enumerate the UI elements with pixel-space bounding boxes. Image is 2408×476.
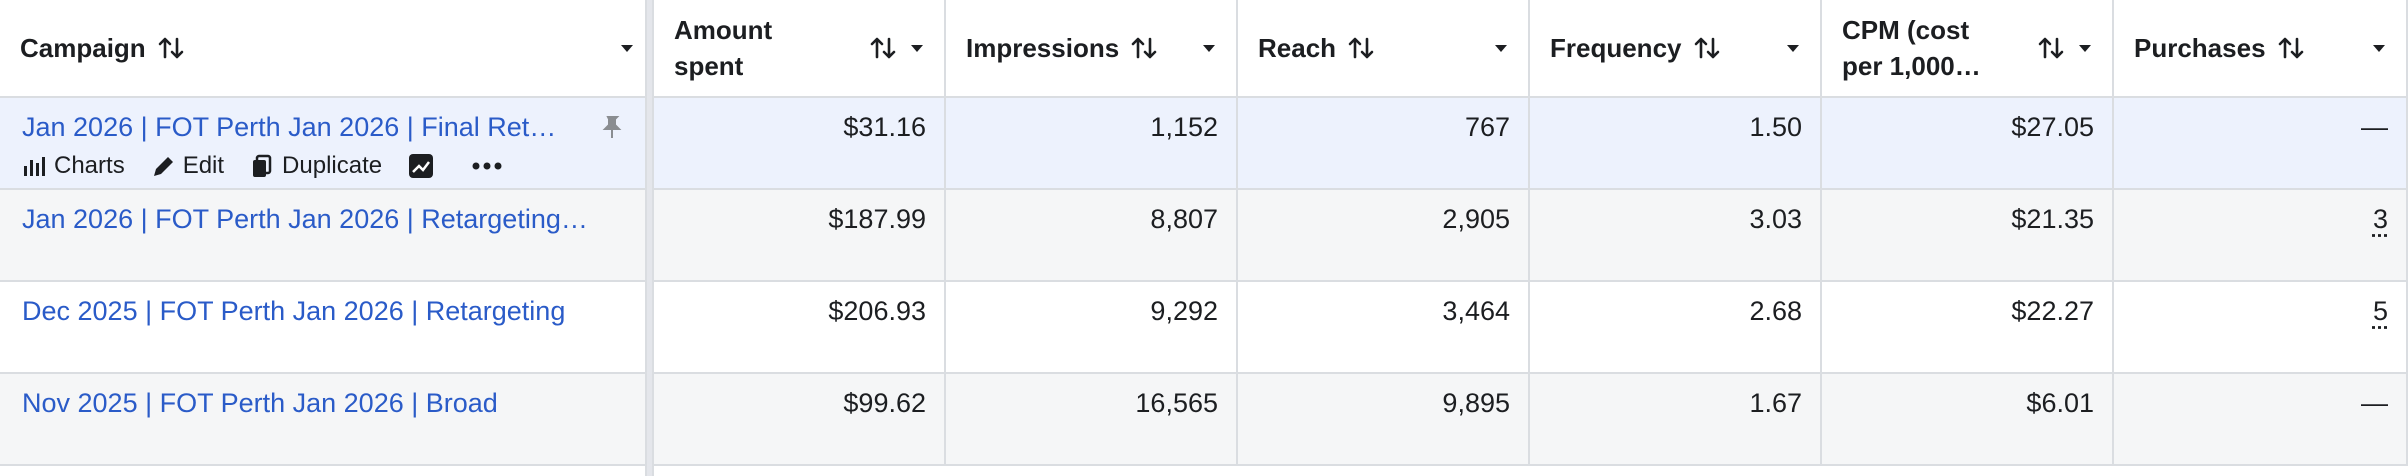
metric-value: 16,565 [1135,388,1218,418]
dropdown-icon [911,45,923,52]
column-header[interactable]: Amount spent [654,0,946,98]
dropdown-icon [2079,45,2091,52]
header-text: Amount spent [674,15,773,81]
sort-icon [1131,37,1157,59]
metric-value: 8,807 [1150,204,1218,234]
campaign-cell: Dec 2025 | FOT Perth Jan 2026 | Retarget… [0,282,645,374]
metric-cell: $206.93 [654,282,946,374]
metric-cell: $31.16 [654,98,946,190]
header-text: Frequency [1550,33,1682,63]
metric-value: 1.67 [1749,388,1802,418]
action-icon [253,154,272,177]
dropdown-icon [1495,45,1507,52]
metric-value: $22.27 [2011,296,2094,326]
metric-cell: $6.01 [1822,374,2114,466]
frozen-divider [645,0,654,476]
campaign-name[interactable]: Jan 2026 | FOT Perth Jan 2026 | Final Re… [22,112,557,142]
dropdown-icon [621,45,633,52]
campaign-cell: Jan 2026 | FOT Perth Jan 2026 | Final Re… [0,98,645,190]
metric-cell: 3 [2114,190,2408,282]
insights-icon [409,154,434,178]
metric-cell: 767 [1238,98,1530,190]
metric-value: — [2361,112,2388,142]
sort-icon [1694,37,1719,59]
metric-value: $27.05 [2011,112,2094,142]
metric-cell: $22.27 [1822,282,2114,374]
metric-value: $206.93 [828,296,926,326]
campaign-name[interactable]: Dec 2025 | FOT Perth Jan 2026 | Retarget… [22,296,566,326]
column-header[interactable]: Impressions [946,0,1238,98]
dropdown-icon [1787,45,1799,52]
sort-icon [870,37,896,59]
metric-value: 767 [1464,112,1510,142]
metric-value: 9,895 [1442,388,1510,418]
metric-value: 2,905 [1442,204,1510,234]
campaign-name[interactable]: Nov 2025 | FOT Perth Jan 2026 | Broad [22,388,498,418]
metric-value: 2.68 [1749,296,1802,326]
sort-icon [1348,37,1374,59]
metric-cell: 9,895 [1238,374,1530,466]
metric-cell: $187.99 [654,190,946,282]
metric-cell: $99.62 [654,374,946,466]
metric-value: 9,292 [1150,296,1218,326]
column-header[interactable]: Campaign [0,0,654,98]
campaign-cell: Jan 2026 | FOT Perth Jan 2026 | Retarget… [0,190,645,282]
pin-icon [602,116,622,138]
action-icon [153,157,173,176]
metric-cell: $27.05 [1822,98,2114,190]
metric-value: 1.50 [1749,112,1802,142]
metric-cell: — [2114,98,2408,190]
column-header[interactable]: Frequency [1530,0,1822,98]
metric-value: 3,464 [1442,296,1510,326]
row-actions: Charts Edit Duplicate [22,152,502,180]
row-action[interactable]: Duplicate [282,152,383,179]
metric-cell: 1,152 [946,98,1238,190]
more-icon [472,162,502,170]
header-text: Campaign [20,33,146,63]
metric-cell: 5 [2114,282,2408,374]
header-text: Reach [1258,33,1337,63]
metric-value: $21.35 [2011,204,2094,234]
campaign-name[interactable]: Jan 2026 | FOT Perth Jan 2026 | Retarget… [22,204,588,234]
column-header[interactable]: Purchases [2114,0,2408,98]
row-action[interactable]: Edit [182,152,225,179]
metric-cell: 3,464 [1238,282,1530,374]
metric-value: 5 [2372,296,2388,326]
metric-cell: 9,292 [946,282,1238,374]
metric-value: $6.01 [2026,388,2094,418]
metric-cell: 2,905 [1238,190,1530,282]
metric-cell: 1.50 [1530,98,1822,190]
column-header[interactable]: Reach [1238,0,1530,98]
metric-value: — [2361,388,2388,418]
sort-icon [2038,37,2064,59]
dropdown-icon [2373,45,2385,52]
metric-cell: 1.67 [1530,374,1822,466]
sort-icon [2278,37,2303,59]
metric-cell: 3.03 [1530,190,1822,282]
metric-cell: $21.35 [1822,190,2114,282]
header-text: Impressions [966,33,1120,63]
metric-value: $99.62 [843,388,926,418]
action-icon [24,157,45,176]
metric-cell: 2.68 [1530,282,1822,374]
header-text: Purchases [2134,33,2266,63]
header-text: CPM (cost per 1,000… [1842,15,1981,81]
dropdown-icon [1203,45,1215,52]
metric-cell: — [2114,374,2408,466]
metric-value: $31.16 [843,112,926,142]
metric-cell: 8,807 [946,190,1238,282]
metric-cell: 16,565 [946,374,1238,466]
row-action[interactable]: Charts [54,152,125,179]
metric-value: $187.99 [828,204,926,234]
column-header[interactable]: CPM (cost per 1,000… [1822,0,2114,98]
metric-value: 3 [2372,204,2388,234]
campaign-cell: Nov 2025 | FOT Perth Jan 2026 | Broad [0,374,645,466]
metric-value: 1,152 [1150,112,1218,142]
sort-icon [158,37,183,59]
metric-value: 3.03 [1749,204,1802,234]
